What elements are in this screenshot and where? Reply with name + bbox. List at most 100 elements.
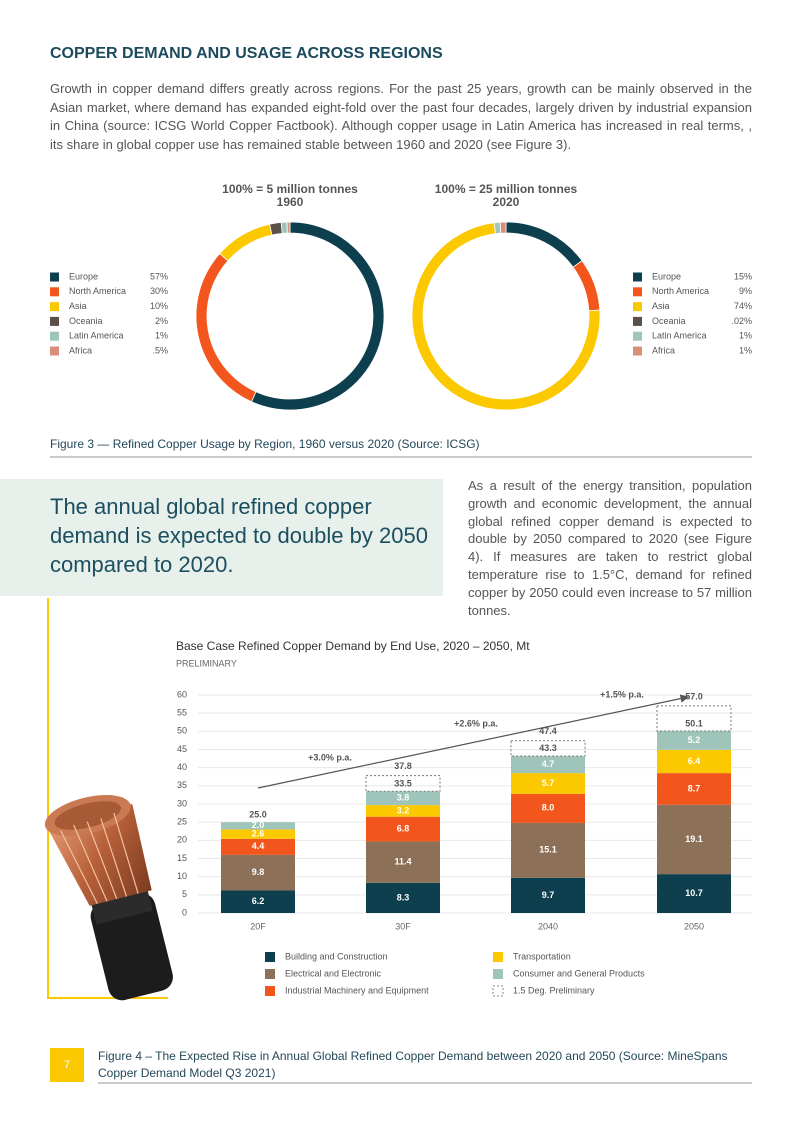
legend-swatch	[493, 969, 503, 979]
legend-swatch	[633, 316, 642, 326]
preliminary-box	[510, 740, 586, 757]
preliminary-box	[656, 705, 732, 732]
preliminary-box	[365, 775, 441, 792]
value-label: 6.8	[397, 823, 410, 833]
value-label: 3.8	[397, 793, 410, 803]
legend-label: Industrial Machinery and Equipment	[285, 985, 429, 995]
x-tick-label: 30F	[395, 921, 411, 931]
legend-swatch	[50, 331, 59, 341]
value-label: 19.1	[685, 834, 703, 844]
value-label: 6.2	[252, 896, 265, 906]
legend-label: Africa	[69, 345, 92, 355]
bar-segment	[657, 874, 731, 913]
donut-segment	[286, 221, 291, 234]
chart-subtitle: 1960	[277, 195, 304, 209]
donut-segment	[250, 221, 385, 411]
value-label: 9.8	[252, 867, 265, 877]
bar-segment	[657, 804, 731, 875]
total-label: 33.5	[394, 779, 412, 789]
legend-label: Latin America	[652, 331, 707, 341]
legend-label: Europe	[69, 271, 98, 281]
legend-swatch	[633, 346, 642, 356]
legend-value: 1%	[155, 331, 168, 341]
legend-value: 74%	[734, 301, 752, 311]
y-tick-label: 5	[182, 889, 187, 899]
legend-swatch	[50, 346, 59, 356]
legend-label: Asia	[652, 301, 670, 311]
y-tick-label: 25	[177, 817, 187, 827]
y-tick-label: 15	[177, 853, 187, 863]
legend-swatch	[492, 985, 504, 997]
legend-label: Oceania	[652, 316, 686, 326]
donut-segment	[195, 252, 257, 403]
legend-value: 57%	[150, 271, 168, 281]
legend-label: Consumer and General Products	[513, 968, 645, 978]
y-tick-label: 40	[177, 762, 187, 772]
callout: The annual global refined copper demand …	[50, 494, 428, 577]
bar-segment	[221, 822, 295, 830]
preliminary-label: 47.4	[539, 726, 557, 736]
donut-segment	[572, 260, 601, 312]
legend-swatch	[265, 986, 275, 996]
total-label: 25.0	[249, 810, 267, 820]
legend-value: 15%	[734, 271, 752, 281]
x-tick-label: 2040	[538, 921, 558, 931]
total-label: 43.3	[539, 743, 557, 753]
value-label: 4.7	[542, 759, 555, 769]
bar-segment	[366, 805, 440, 817]
value-label: 8.7	[688, 783, 701, 793]
legend-swatch	[50, 287, 59, 297]
bar-segment	[657, 749, 731, 774]
value-label: 2.6	[252, 829, 265, 839]
bar-segment	[657, 730, 731, 750]
legend-swatch	[633, 302, 642, 312]
value-label: 8.3	[397, 892, 410, 902]
y-tick-label: 50	[177, 726, 187, 736]
legend-swatch	[493, 952, 503, 962]
y-tick-label: 55	[177, 708, 187, 718]
donut-segment	[269, 221, 283, 236]
x-tick-label: 20F	[250, 921, 266, 931]
legend-value: .5%	[152, 345, 168, 355]
value-label: 15.1	[539, 845, 557, 855]
bar-segment	[511, 877, 585, 913]
bar-segment	[366, 882, 440, 913]
value-label: 8.0	[542, 803, 555, 813]
y-tick-label: 0	[182, 907, 187, 917]
value-label: 11.4	[394, 857, 411, 867]
bar-segment	[221, 829, 295, 839]
legend-swatch	[265, 952, 275, 962]
chart-subtitle: 2020	[493, 195, 520, 209]
legend-swatch	[265, 969, 275, 979]
growth-annotation: +1.5% p.a.	[600, 689, 644, 699]
callout-box	[0, 479, 443, 596]
y-tick-label: 45	[177, 744, 187, 754]
bar-segment	[221, 838, 295, 855]
y-tick-label: 10	[177, 871, 187, 881]
figure-caption: Figure 3 — Refined Copper Usage by Regio…	[50, 437, 480, 451]
legend-swatch	[50, 302, 59, 312]
donut-segment	[280, 221, 288, 234]
legend-value: 10%	[150, 301, 168, 311]
legend-label: North America	[69, 286, 126, 296]
legend-value: 1%	[739, 331, 752, 341]
value-label: 5.2	[688, 735, 701, 745]
legend-swatch	[633, 272, 642, 282]
chart-title: 100% = 5 million tonnes	[222, 182, 358, 196]
legend-label: Oceania	[69, 316, 103, 326]
bar-segment	[366, 841, 440, 883]
donut-segment	[505, 221, 583, 268]
bar-segment	[511, 793, 585, 823]
bar-segment	[511, 756, 585, 774]
legend-label: Transportation	[513, 951, 571, 961]
legend-label: Africa	[652, 345, 675, 355]
value-label: 10.7	[685, 888, 703, 898]
legend-label: Asia	[69, 301, 87, 311]
donut-segment	[219, 223, 273, 262]
value-label: 5.7	[542, 778, 555, 788]
value-label: 9.7	[542, 890, 555, 900]
legend-label: 1.5 Deg. Preliminary	[513, 985, 595, 995]
legend-label: Electrical and Electronic	[285, 968, 382, 978]
